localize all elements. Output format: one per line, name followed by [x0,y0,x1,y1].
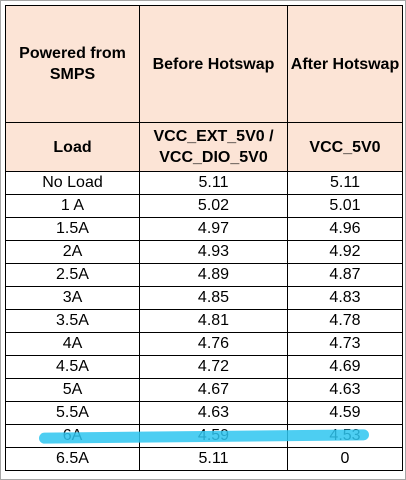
table-row: 6.5A 5.11 0 [5,447,403,471]
before-voltage-cell: 5.11 [139,447,288,471]
after-voltage-cell: 4.69 [287,355,403,379]
table-row: 2.5A 4.89 4.87 [5,263,403,287]
before-voltage-cell: 4.76 [139,332,288,356]
table-row-highlighted: 6A 4.59 4.53 [5,424,403,448]
before-voltage-cell: 4.59 [139,424,288,448]
header-after-rail: VCC_5V0 [287,122,403,172]
after-voltage-cell: 4.63 [287,378,403,402]
load-cell: 6A [5,424,140,448]
before-voltage-cell: 5.02 [139,194,288,218]
load-cell: 1.5A [5,217,140,241]
before-voltage-cell: 4.85 [139,286,288,310]
table-row: 3.5A 4.81 4.78 [5,309,403,333]
header-before-rail: VCC_EXT_5V0 / VCC_DIO_5V0 [139,122,288,172]
load-cell: No Load [5,171,140,195]
after-voltage-cell: 4.87 [287,263,403,287]
table-row: 3A 4.85 4.83 [5,286,403,310]
before-voltage-cell: 4.81 [139,309,288,333]
before-voltage-cell: 5.11 [139,171,288,195]
after-voltage-cell: 4.53 [287,424,403,448]
header-after-hotswap: After Hotswap [287,5,403,123]
after-voltage-cell: 4.59 [287,401,403,425]
before-voltage-cell: 4.97 [139,217,288,241]
load-cell: 4A [5,332,140,356]
load-cell: 2.5A [5,263,140,287]
load-cell: 2A [5,240,140,264]
table-row: 5.5A 4.63 4.59 [5,401,403,425]
after-voltage-cell: 4.83 [287,286,403,310]
header-row-bottom: Load VCC_EXT_5V0 / VCC_DIO_5V0 VCC_5V0 [5,122,403,172]
load-cell: 5A [5,378,140,402]
load-cell: 3.5A [5,309,140,333]
table-row: 5A 4.67 4.63 [5,378,403,402]
before-voltage-cell: 4.67 [139,378,288,402]
after-voltage-cell: 4.78 [287,309,403,333]
header-row-top: Powered from SMPS Before Hotswap After H… [5,5,403,123]
table-row: 4A 4.76 4.73 [5,332,403,356]
after-voltage-cell: 4.92 [287,240,403,264]
table-row: 4.5A 4.72 4.69 [5,355,403,379]
after-voltage-cell: 0 [287,447,403,471]
load-cell: 6.5A [5,447,140,471]
load-cell: 5.5A [5,401,140,425]
after-voltage-cell: 5.11 [287,171,403,195]
header-before-hotswap: Before Hotswap [139,5,288,123]
after-voltage-cell: 4.73 [287,332,403,356]
before-voltage-cell: 4.93 [139,240,288,264]
load-cell: 3A [5,286,140,310]
header-load: Load [5,122,140,172]
after-voltage-cell: 4.96 [287,217,403,241]
table-row: No Load 5.11 5.11 [5,171,403,195]
table-row: 2A 4.93 4.92 [5,240,403,264]
before-voltage-cell: 4.89 [139,263,288,287]
load-cell: 4.5A [5,355,140,379]
table-row: 1 A 5.02 5.01 [5,194,403,218]
load-cell: 1 A [5,194,140,218]
before-voltage-cell: 4.72 [139,355,288,379]
after-voltage-cell: 5.01 [287,194,403,218]
table-row: 1.5A 4.97 4.96 [5,217,403,241]
header-powered-from-smps: Powered from SMPS [5,5,140,123]
hotswap-voltage-table: Powered from SMPS Before Hotswap After H… [5,5,403,471]
before-voltage-cell: 4.63 [139,401,288,425]
